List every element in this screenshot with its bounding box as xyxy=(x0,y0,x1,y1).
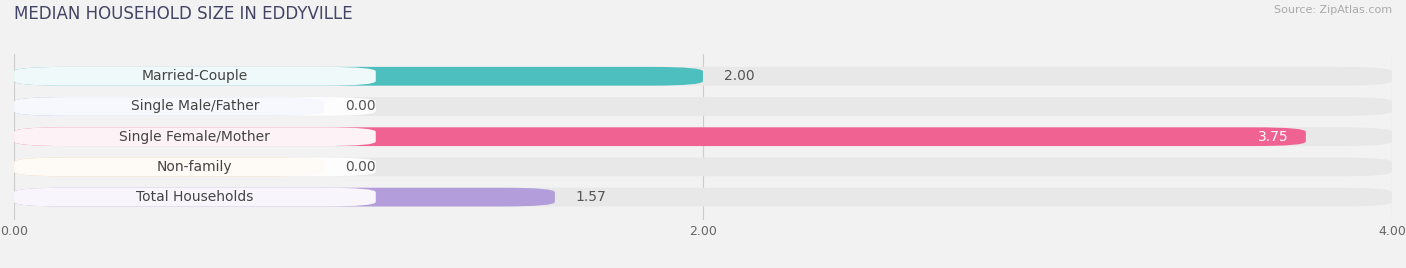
FancyBboxPatch shape xyxy=(14,188,375,206)
FancyBboxPatch shape xyxy=(14,127,1392,146)
FancyBboxPatch shape xyxy=(14,67,375,85)
FancyBboxPatch shape xyxy=(14,188,555,206)
FancyBboxPatch shape xyxy=(14,97,1392,116)
Text: 0.00: 0.00 xyxy=(344,99,375,113)
Text: Married-Couple: Married-Couple xyxy=(142,69,247,83)
FancyBboxPatch shape xyxy=(14,188,1392,206)
FancyBboxPatch shape xyxy=(14,158,325,176)
Text: 1.57: 1.57 xyxy=(575,190,606,204)
Text: 3.75: 3.75 xyxy=(1258,130,1289,144)
FancyBboxPatch shape xyxy=(14,127,375,146)
Text: Single Male/Father: Single Male/Father xyxy=(131,99,259,113)
FancyBboxPatch shape xyxy=(14,97,375,116)
Text: MEDIAN HOUSEHOLD SIZE IN EDDYVILLE: MEDIAN HOUSEHOLD SIZE IN EDDYVILLE xyxy=(14,5,353,23)
Text: 2.00: 2.00 xyxy=(724,69,754,83)
Text: Source: ZipAtlas.com: Source: ZipAtlas.com xyxy=(1274,5,1392,15)
FancyBboxPatch shape xyxy=(14,97,325,116)
Text: Total Households: Total Households xyxy=(136,190,253,204)
Text: Non-family: Non-family xyxy=(157,160,233,174)
FancyBboxPatch shape xyxy=(14,158,1392,176)
FancyBboxPatch shape xyxy=(14,158,375,176)
FancyBboxPatch shape xyxy=(14,67,1392,85)
FancyBboxPatch shape xyxy=(14,67,703,85)
Text: 0.00: 0.00 xyxy=(344,160,375,174)
Text: Single Female/Mother: Single Female/Mother xyxy=(120,130,270,144)
FancyBboxPatch shape xyxy=(14,127,1306,146)
